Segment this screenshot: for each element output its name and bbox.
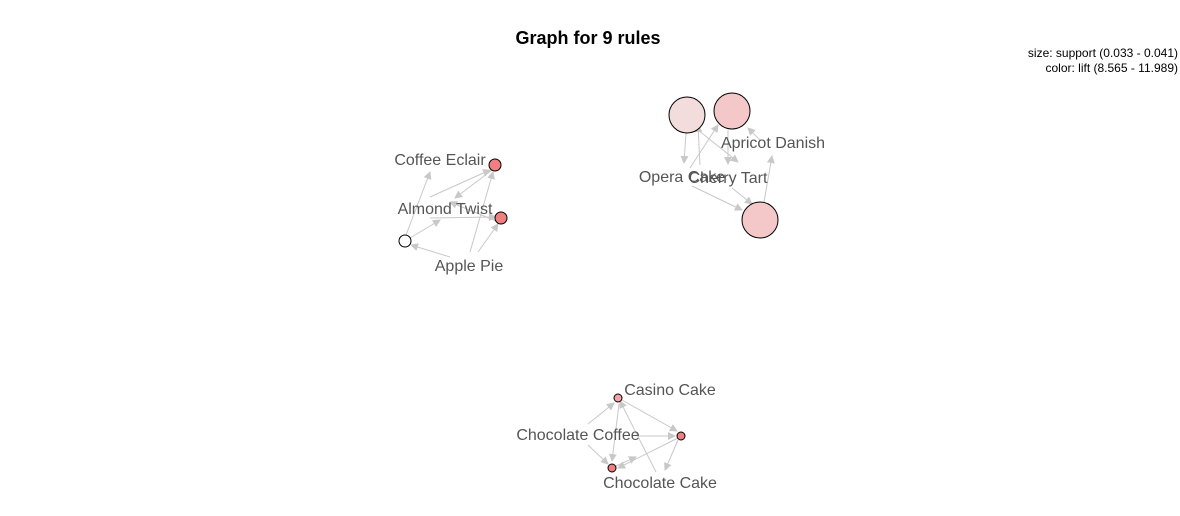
rule-node-9 [607,463,617,473]
graph-edge [619,400,657,473]
graph-edge [429,169,491,198]
graph-edge [405,171,432,236]
graph-edge [747,127,761,141]
edges [405,124,775,473]
item-label-apricot-danish: Apricot Danish [721,135,825,152]
item-label-chocolate-coffee: Chocolate Coffee [516,427,639,444]
graph-edge [621,399,678,432]
graph-edge [410,243,451,258]
graph-edge [469,171,495,253]
graph-edge [689,124,719,169]
graph-title: Graph for 9 rules [515,28,661,48]
item-label-chocolate-cake: Chocolate Cake [603,475,717,492]
item-label-apple-pie: Apple Pie [435,258,504,275]
graph-edge [691,185,743,211]
rule-node-5 [713,92,751,130]
rule-node-1 [488,158,502,172]
item-label-cherry-tart: Cherry Tart [689,170,768,187]
rule-node-2 [494,211,508,225]
item-label-coffee-eclair: Coffee Eclair [394,152,486,169]
graph-edge [694,124,703,166]
graph-edge [615,456,637,467]
item-label-opera-cake: Opera Cake [639,169,725,186]
graph-edge [477,223,499,253]
item-labels: Coffee Eclair Almond Twist Apple Pie Apr… [394,135,825,492]
graph-edge [587,444,609,465]
rule-node-6 [741,201,779,239]
graph-edge [409,219,441,239]
graph-edge [608,403,620,462]
graph-edge [429,213,497,222]
graph-edge [731,187,753,205]
item-label-almond-twist: Almond Twist [398,201,493,218]
rule-node-8 [676,431,686,441]
item-label-casino-cake: Casino Cake [624,382,716,399]
legend-size-text: size: support (0.033 - 0.041) [1027,46,1178,60]
rule-node-3 [398,234,412,248]
graph-edge [454,169,493,199]
rule-node-7 [613,393,623,403]
legend-color-text: color: lift (8.565 - 11.989) [1045,61,1178,75]
rule-nodes [398,92,779,473]
graph-edge [587,402,615,425]
rule-node-4 [668,96,706,134]
legend: size: support (0.033 - 0.041) color: lif… [1028,46,1178,76]
graph-edge [680,132,689,164]
graph-edge [697,129,739,163]
graph-edge [449,200,497,222]
graph-edge [763,155,775,203]
graph-edge [664,439,679,471]
